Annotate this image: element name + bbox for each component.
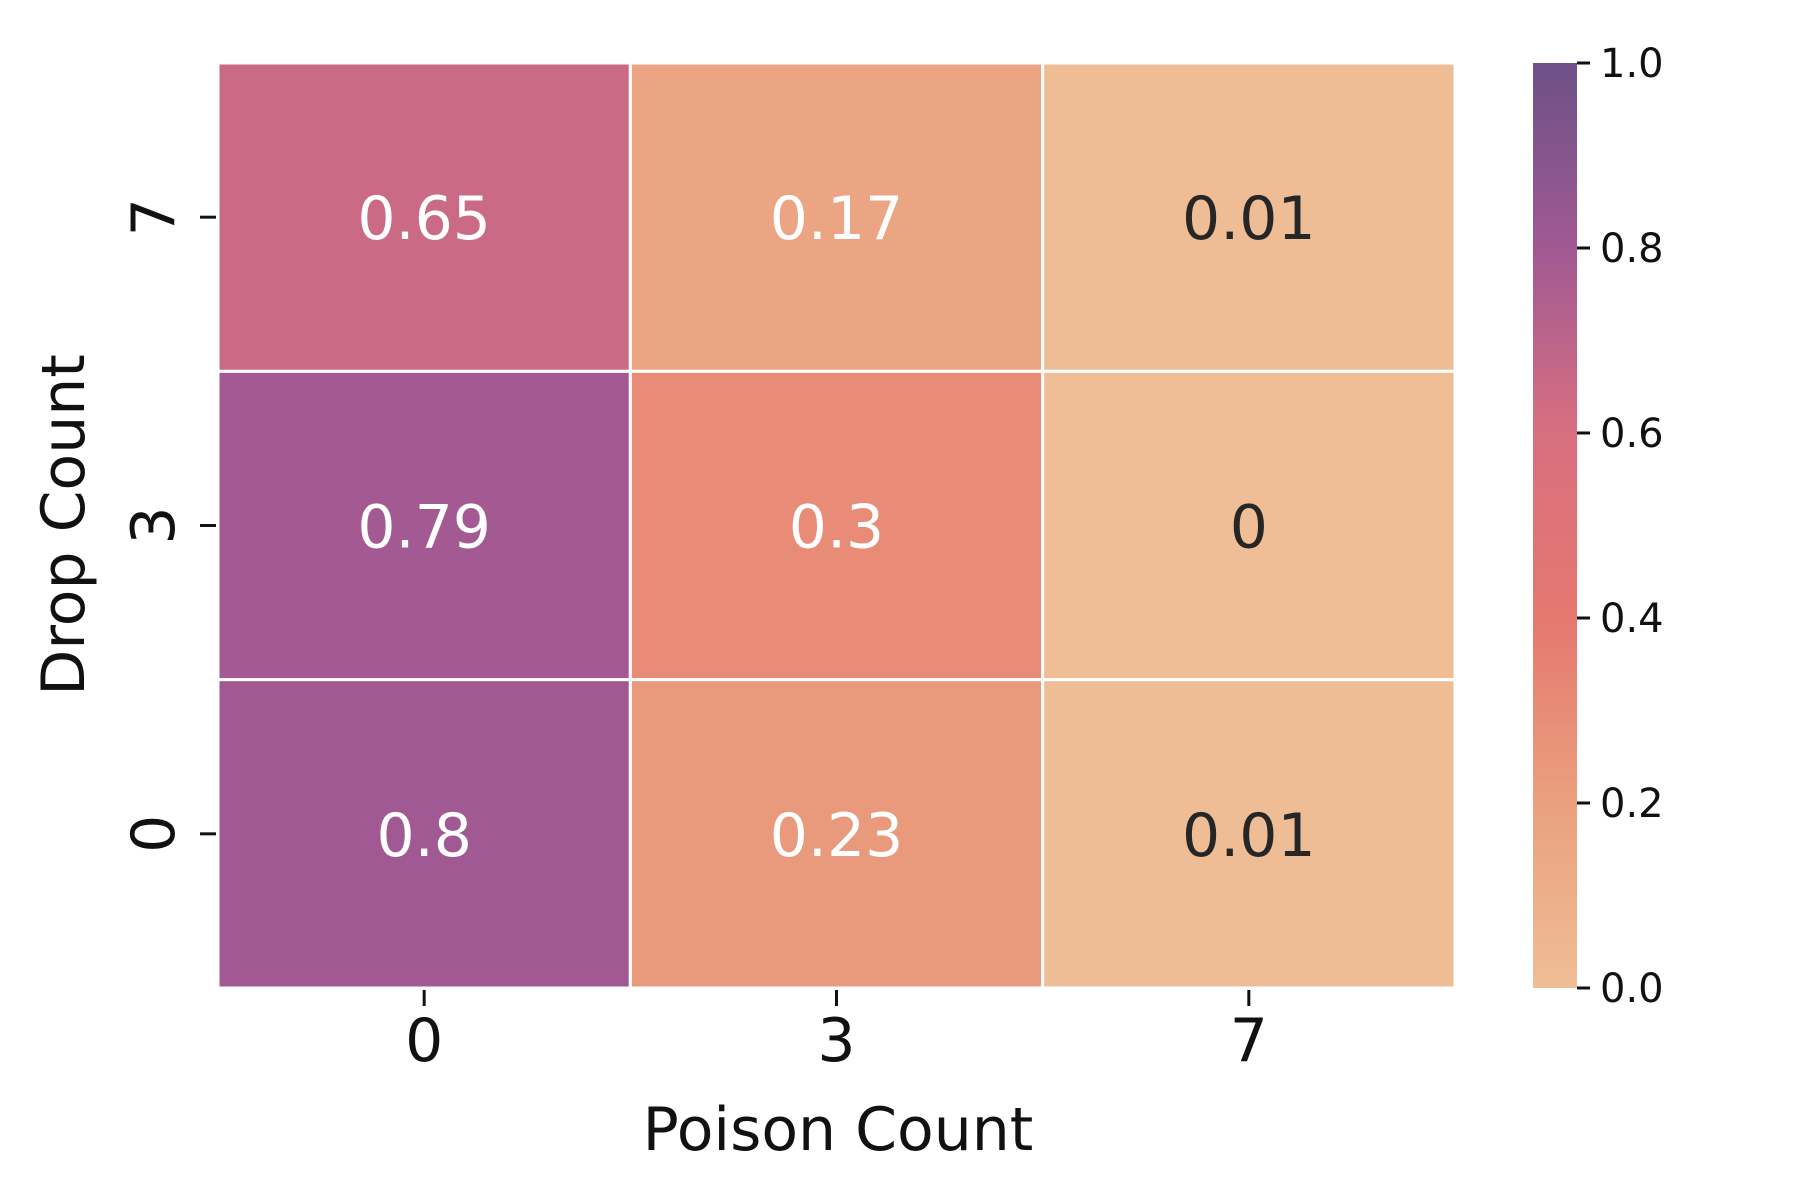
- heatmap-cell-label-r0-c1: 0.17: [770, 184, 904, 254]
- y-tick-label-0: 7: [119, 198, 189, 236]
- colorbar-gradient-bar: [1533, 63, 1577, 988]
- y-tick-label-2: 0: [119, 815, 189, 853]
- x-axis-label: Poison Count: [643, 1095, 1034, 1165]
- heatmap-cell-label-r0-c2: 0.01: [1182, 184, 1316, 254]
- heatmap-cell-r0-c1: [628, 61, 1045, 373]
- heatmap-cell-r2-c0: [216, 678, 632, 990]
- heatmap-cells: 0.65 0.17 0.01 0.79 0.3 0 0.8 0.23 0.01: [216, 61, 1457, 990]
- heatmap-cell-label-r2-c2: 0.01: [1182, 801, 1316, 871]
- heatmap-cell-label-r1-c0: 0.79: [357, 493, 491, 563]
- y-axis-label: Drop Count: [29, 354, 99, 696]
- heatmap-cell-label-r0-c0: 0.65: [357, 184, 491, 254]
- x-tick-label-1: 3: [817, 1006, 855, 1076]
- colorbar-tick-label-3: 0.6: [1600, 411, 1664, 457]
- heatmap-cell-r0-c2: [1041, 61, 1457, 373]
- heatmap-cell-r2-c1: [628, 678, 1045, 990]
- colorbar-tick-label-0: 0.0: [1600, 966, 1664, 1012]
- colorbar-tick-label-2: 0.4: [1600, 596, 1664, 642]
- heatmap-cell-label-r2-c0: 0.8: [376, 801, 471, 871]
- x-tick-label-2: 7: [1230, 1006, 1268, 1076]
- heatmap-cell-r2-c2: [1041, 678, 1457, 990]
- y-tick-label-1: 3: [119, 506, 189, 544]
- x-tick-label-0: 0: [405, 1006, 443, 1076]
- colorbar-tick-label-4: 0.8: [1600, 226, 1664, 272]
- colorbar-tick-label-1: 0.2: [1600, 781, 1664, 827]
- heatmap-cell-label-r1-c1: 0.3: [789, 493, 884, 563]
- heatmap-cell-r1-c0: [216, 369, 632, 682]
- heatmap-cell-label-r1-c2: 0: [1230, 493, 1268, 563]
- colorbar-tick-label-5: 1.0: [1600, 41, 1664, 87]
- heatmap-cell-label-r2-c1: 0.23: [770, 801, 904, 871]
- heatmap-cell-r0-c0: [216, 61, 632, 373]
- colorbar: 0.0 0.2 0.4 0.6 0.8 1.0: [1533, 41, 1664, 1012]
- axis-ticks: 0 3 7 7 3 0: [119, 198, 1268, 1076]
